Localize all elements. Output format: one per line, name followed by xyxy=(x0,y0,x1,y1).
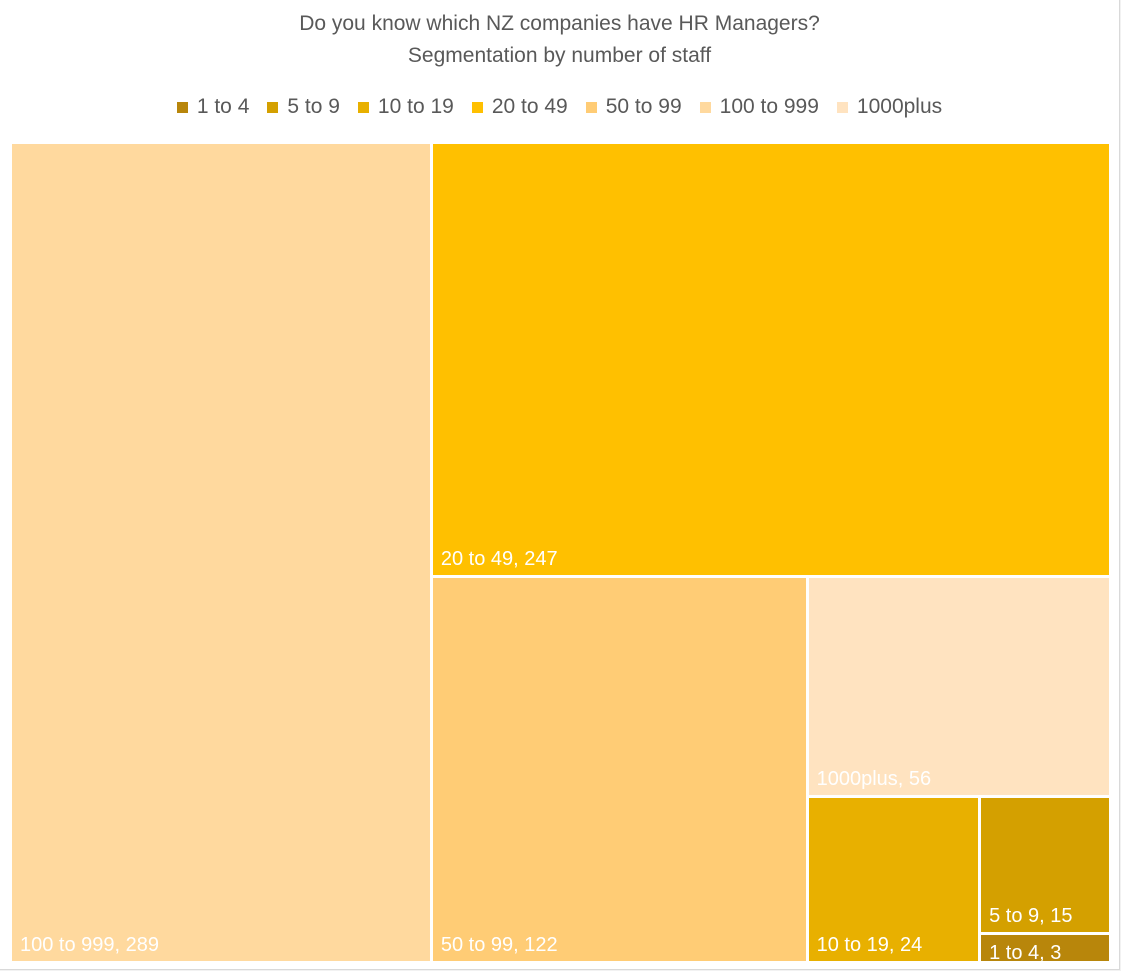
tile-label: 10 to 19, 24 xyxy=(816,933,923,956)
tile-label: 5 to 9, 15 xyxy=(989,905,1073,927)
legend-item[interactable]: 5 to 9 xyxy=(267,95,340,119)
legend-swatch xyxy=(699,101,711,113)
treemap-tile-50-to-99[interactable]: 50 to 99, 122 xyxy=(432,577,806,961)
legend-swatch xyxy=(357,101,369,113)
tile-label: 100 to 999, 289 xyxy=(20,934,160,956)
legend-swatch xyxy=(176,101,188,113)
legend-item[interactable]: 50 to 99 xyxy=(585,95,682,119)
legend-label: 20 to 49 xyxy=(491,95,568,118)
legend-swatch xyxy=(836,101,848,113)
tile-label: 1 to 4, 3 xyxy=(989,941,1062,964)
legend-label: 100 to 999 xyxy=(719,95,819,118)
legend-label: 1000plus xyxy=(856,95,943,118)
legend-item[interactable]: 10 to 19 xyxy=(357,95,454,119)
legend-label: 5 to 9 xyxy=(287,95,340,118)
legend-swatch xyxy=(585,101,597,113)
chart-subtitle: Segmentation by number of staff xyxy=(407,44,712,67)
treemap-tile-20-to-49[interactable]: 20 to 49, 247 xyxy=(432,144,1109,575)
treemap-tile-1-to-4[interactable]: 1 to 4, 3 xyxy=(981,935,1109,964)
legend: 1 to 4 5 to 9 10 to 19 20 to 49 50 to 99 100 … xyxy=(0,95,1119,119)
legend-swatch xyxy=(471,101,483,113)
tile-label: 50 to 99, 122 xyxy=(440,933,558,956)
legend-item[interactable]: 20 to 49 xyxy=(471,95,568,119)
legend-item[interactable]: 1 to 4 xyxy=(176,95,250,119)
legend-label: 50 to 99 xyxy=(605,95,682,118)
legend-label: 1 to 4 xyxy=(196,95,250,118)
treemap-tile-100-to-999[interactable]: 100 to 999, 289 xyxy=(12,144,430,961)
legend-label: 10 to 19 xyxy=(377,95,454,118)
tile-label: 20 to 49, 247 xyxy=(440,547,558,570)
legend-item[interactable]: 100 to 999 xyxy=(699,95,819,119)
tile-label: 1000plus, 56 xyxy=(816,767,932,790)
treemap-tile-1000plus[interactable]: 1000plus, 56 xyxy=(808,577,1109,795)
legend-item[interactable]: 1000plus xyxy=(836,95,943,119)
treemap-tile-5-to-9[interactable]: 5 to 9, 15 xyxy=(981,797,1109,932)
legend-swatch xyxy=(267,101,279,113)
treemap-tile-10-to-19[interactable]: 10 to 19, 24 xyxy=(808,797,979,961)
chart-title: Do you know which NZ companies have HR M… xyxy=(299,12,820,35)
